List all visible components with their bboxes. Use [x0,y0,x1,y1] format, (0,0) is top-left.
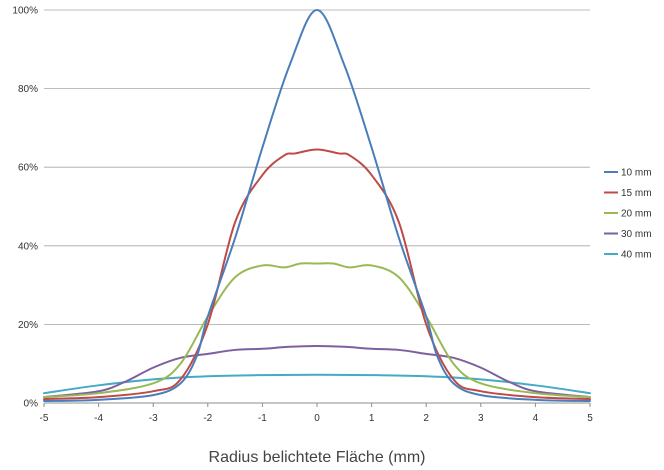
y-gridlines [44,9,590,325]
y-tick-label: 40% [18,241,38,252]
x-tick-label: -2 [203,413,212,424]
x-tick-label: 0 [314,413,320,424]
y-tick-label: 60% [18,163,38,174]
legend-label: 10 mm [621,168,652,179]
x-tick-label: 3 [478,413,484,424]
series-line-40-mm [43,373,591,395]
x-tick-label: -1 [258,413,267,424]
y-tick-label: 80% [18,84,38,95]
x-tick-label: 5 [587,413,593,424]
legend-label: 15 mm [621,188,652,199]
x-tick-label: -4 [94,413,103,424]
series-line-10-mm [43,9,591,403]
series-line-30-mm [43,345,591,399]
x-axis-label: Radius belichtete Fläche (mm) [209,449,426,466]
x-tick-labels: -5 -4 -3 -2 -1 0 1 2 3 4 5 [40,413,594,424]
legend-label: 30 mm [621,229,652,240]
x-tick-label: -3 [149,413,158,424]
y-tick-label: 20% [18,320,38,331]
series-lines [43,9,591,403]
legend-label: 20 mm [621,209,652,220]
legend: 10 mm 15 mm 20 mm 30 mm 40 mm [604,168,652,261]
axes [43,402,591,407]
x-tick-label: 2 [423,413,429,424]
x-tick-label: 4 [533,413,539,424]
y-tick-label: 0% [24,399,39,410]
y-tick-labels: 0% 20% 40% 60% 80% 100% [12,6,38,410]
series-line-15-mm [43,148,591,401]
series-line-20-mm [43,262,591,399]
x-tick-label: -5 [40,413,49,424]
legend-label: 40 mm [621,250,652,261]
x-tick-label: 1 [369,413,375,424]
y-tick-label: 100% [12,6,38,17]
